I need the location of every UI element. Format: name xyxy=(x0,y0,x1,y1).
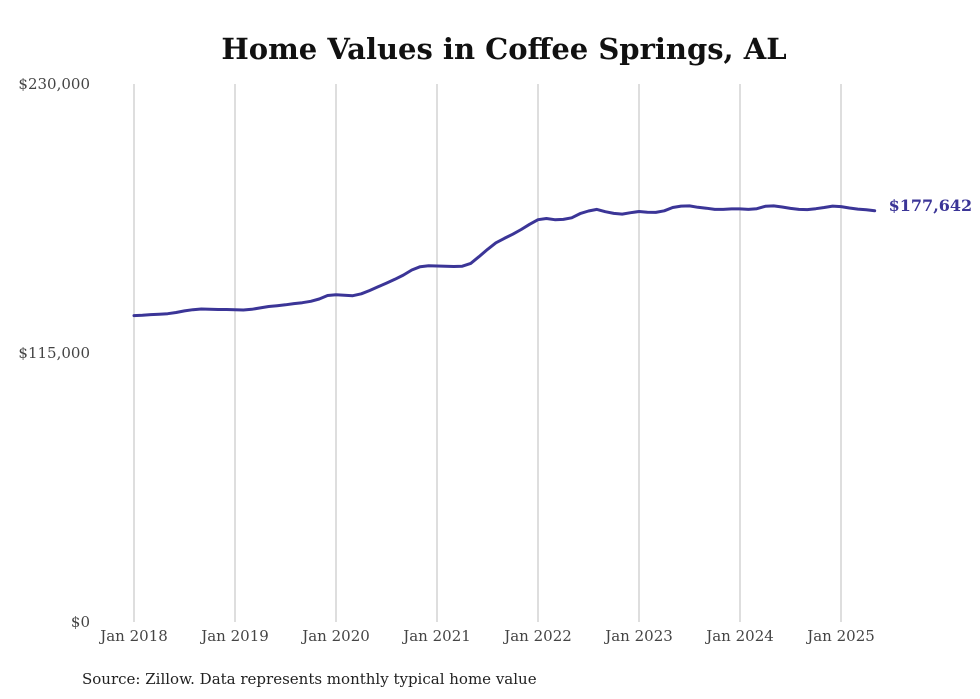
y-tick-label: $115,000 xyxy=(18,344,90,362)
y-tick-label: $230,000 xyxy=(18,75,90,93)
x-tick-label: Jan 2024 xyxy=(704,627,774,645)
latest-value-label: $177,642 xyxy=(889,196,973,215)
gridlines xyxy=(133,84,842,622)
x-tick-label: Jan 2020 xyxy=(300,627,370,645)
x-tick-label: Jan 2023 xyxy=(603,627,673,645)
x-tick-label: Jan 2019 xyxy=(199,627,269,645)
x-tick-label: Jan 2025 xyxy=(805,627,875,645)
x-tick-label: Jan 2022 xyxy=(502,627,572,645)
x-tick-label: Jan 2018 xyxy=(98,627,168,645)
y-tick-label: $0 xyxy=(71,613,90,631)
chart-title: Home Values in Coffee Springs, AL xyxy=(221,32,786,66)
source-note: Source: Zillow. Data represents monthly … xyxy=(82,670,537,688)
x-tick-label: Jan 2021 xyxy=(401,627,471,645)
x-axis-ticks: Jan 2018 Jan 2019 Jan 2020 Jan 2021 Jan 2022… xyxy=(98,627,875,645)
y-axis-ticks: $0 $115,000 $230,000 xyxy=(18,75,90,631)
home-value-line xyxy=(132,204,877,318)
